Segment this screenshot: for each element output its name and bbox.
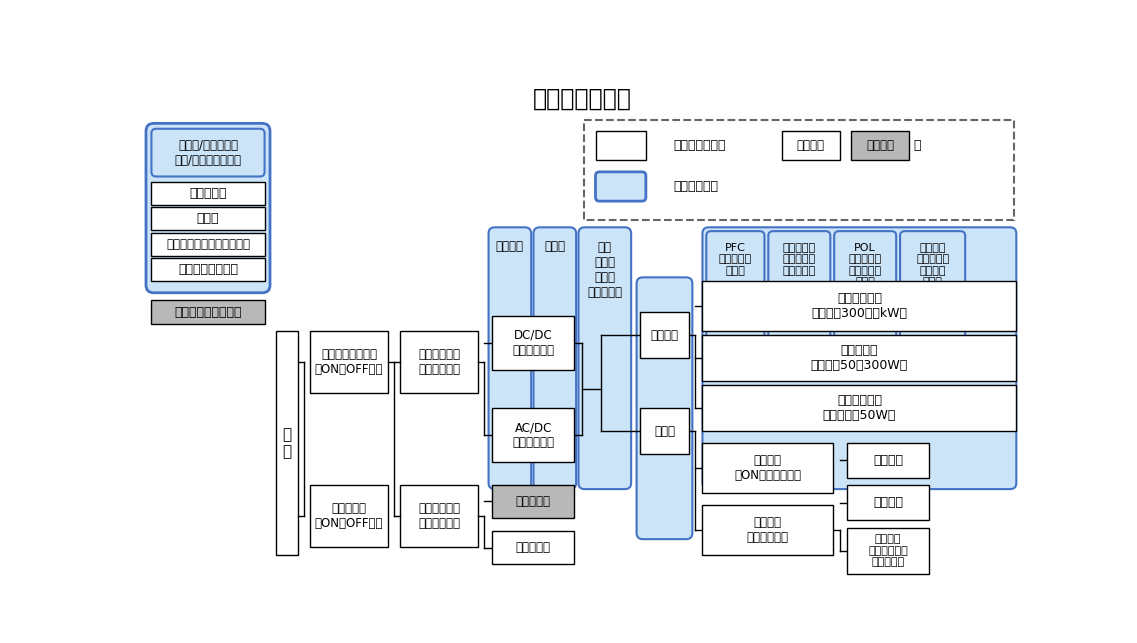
- Text: 鉛電池: 鉛電池: [197, 212, 219, 225]
- Text: POL
（負荷直近
で最終降圧
配置）: POL （負荷直近 で最終降圧 配置）: [848, 242, 882, 287]
- FancyBboxPatch shape: [769, 231, 830, 362]
- Bar: [310, 331, 388, 393]
- Text: 電
源: 電 源: [282, 427, 291, 459]
- Text: 並列運転
（カレント
バランス
制御）: 並列運転 （カレント バランス 制御）: [916, 242, 949, 287]
- Bar: [703, 443, 832, 493]
- Bar: [151, 182, 265, 205]
- FancyBboxPatch shape: [596, 172, 646, 201]
- Bar: [596, 131, 646, 160]
- Text: ニッケル水素電池: ニッケル水素電池: [179, 263, 238, 276]
- Bar: [492, 532, 574, 564]
- Text: 電流共振: 電流共振: [873, 496, 903, 509]
- Bar: [852, 131, 910, 160]
- Text: 絶縁型: 絶縁型: [545, 240, 565, 253]
- Text: AC/DC
（交流入力）: AC/DC （交流入力）: [512, 421, 554, 449]
- FancyBboxPatch shape: [637, 277, 692, 539]
- Bar: [310, 485, 388, 547]
- Text: リチウムイオン電池: リチウムイオン電池: [174, 305, 242, 318]
- Text: コンバーター
（直流出力）: コンバーター （直流出力）: [418, 348, 460, 376]
- Text: 矩形波出力: 矩形波出力: [515, 541, 550, 554]
- FancyBboxPatch shape: [533, 228, 576, 489]
- Text: PFC
（力率改善
回路）: PFC （力率改善 回路）: [719, 242, 752, 276]
- Text: 機能
・昇圧
・降圧
・極性反転: 機能 ・昇圧 ・降圧 ・極性反転: [588, 241, 622, 299]
- Text: リニア電源
（ON・OFF無）: リニア電源 （ON・OFF無）: [315, 502, 383, 530]
- Bar: [640, 408, 689, 455]
- Bar: [151, 258, 265, 281]
- Text: 内は対応技術: 内は対応技術: [673, 180, 717, 193]
- FancyBboxPatch shape: [489, 228, 531, 489]
- Bar: [151, 300, 265, 323]
- Text: フライバック
（出力：～50W）: フライバック （出力：～50W）: [823, 394, 896, 422]
- Text: 共振型: 共振型: [654, 425, 675, 438]
- Text: 部分共振
（ON時のみ共振）: 部分共振 （ON時のみ共振）: [735, 454, 802, 482]
- Text: 内は機器分類（: 内は機器分類（: [673, 139, 725, 152]
- FancyBboxPatch shape: [146, 123, 269, 293]
- Bar: [847, 443, 929, 478]
- Text: DC/DC
（直流入力）: DC/DC （直流入力）: [512, 329, 554, 357]
- Bar: [151, 207, 265, 230]
- Text: マグアンプ
（コイルで
電圧制御）: マグアンプ （コイルで 電圧制御）: [782, 242, 816, 276]
- Bar: [400, 485, 478, 547]
- Text: 実績あり: 実績あり: [796, 139, 824, 152]
- Bar: [640, 312, 689, 358]
- Bar: [703, 505, 832, 554]
- Bar: [492, 485, 574, 518]
- FancyBboxPatch shape: [706, 231, 764, 362]
- Text: 複合共振
（電流・電圧
両方共振）: 複合共振 （電流・電圧 両方共振）: [869, 534, 908, 567]
- Bar: [847, 528, 929, 574]
- Text: インバーター
（交流出力）: インバーター （交流出力）: [418, 502, 460, 530]
- Text: 電源技術マップ: 電源技術マップ: [533, 87, 632, 111]
- Text: 全体共振
（常時共振）: 全体共振 （常時共振）: [747, 516, 789, 543]
- FancyBboxPatch shape: [579, 228, 631, 489]
- Bar: [492, 316, 574, 370]
- Bar: [492, 408, 574, 462]
- Text: 電気二重層: 電気二重層: [189, 187, 226, 200]
- Text: 【充電/蓄電技術】
急速/トリクルの充電: 【充電/蓄電技術】 急速/トリクルの充電: [174, 139, 241, 167]
- Bar: [584, 120, 1014, 220]
- FancyBboxPatch shape: [151, 129, 265, 176]
- Text: 電圧共振: 電圧共振: [873, 454, 903, 467]
- Bar: [703, 335, 1016, 381]
- FancyBboxPatch shape: [835, 231, 896, 362]
- Bar: [276, 331, 298, 554]
- Bar: [781, 131, 839, 160]
- Text: 実績なし: 実績なし: [866, 139, 894, 152]
- Text: 正弦波出力: 正弦波出力: [515, 495, 550, 508]
- Text: ）: ）: [913, 139, 921, 152]
- Bar: [847, 485, 929, 520]
- FancyBboxPatch shape: [703, 228, 1016, 489]
- Bar: [400, 331, 478, 393]
- FancyBboxPatch shape: [901, 231, 965, 362]
- Bar: [703, 385, 1016, 431]
- Bar: [703, 281, 1016, 331]
- Bar: [151, 233, 265, 256]
- Text: ニッケル・カドミウム電池: ニッケル・カドミウム電池: [166, 238, 250, 251]
- Text: スイッチング電源
（ON・OFF有）: スイッチング電源 （ON・OFF有）: [315, 348, 383, 376]
- Text: フォワード
（出力：50～300W）: フォワード （出力：50～300W）: [811, 344, 908, 372]
- Text: フルブリッジ
（出力：300～２kW）: フルブリッジ （出力：300～２kW）: [812, 292, 907, 320]
- Text: 非絶縁型: 非絶縁型: [496, 240, 524, 253]
- Text: 非共振型: 非共振型: [650, 329, 679, 341]
